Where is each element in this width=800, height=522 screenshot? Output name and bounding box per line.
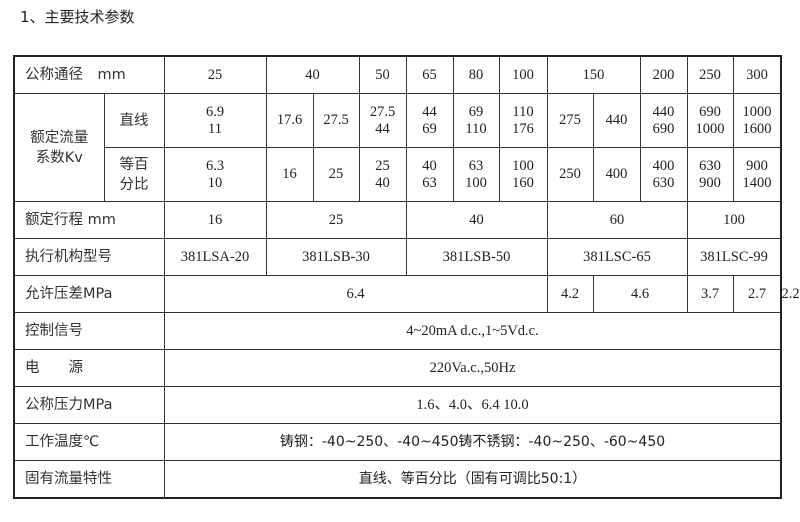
table-cell: 381LSC-65 [546, 238, 688, 276]
label-actuator: 执行机构型号 [13, 238, 165, 276]
table-cell: 381LSB-50 [405, 238, 548, 276]
row-temperature: 工作温度℃ 铸钢：-40~250、-40~450铸不锈钢：-40~250、-60… [13, 423, 782, 461]
label-equal-percent: 等百 分比 [103, 147, 165, 202]
label-power: 电 源 [13, 349, 165, 387]
label-nominal-pressure: 公称压力MPa [13, 386, 165, 424]
table-cell: 2.7 [732, 275, 782, 313]
row-stroke: 额定行程 mm 16 25 40 60 100 [13, 201, 782, 239]
value-control-signal: 4~20mA d.c.,1~5Vd.c. [163, 312, 782, 350]
table-cell: 400 [592, 147, 641, 202]
label-pressure-diff: 允许压差MPa [13, 275, 165, 313]
spec-table: 公称通径 mm 25 40 50 65 80 100 150 200 250 300 额定流量 系数… [13, 55, 800, 499]
row-power: 电 源 220Va.c.,50Hz [13, 349, 782, 387]
table-cell: 381LSA-20 [163, 238, 267, 276]
table-cell: 630 900 [686, 147, 734, 202]
table-cell: 150 [546, 55, 641, 94]
row-kv-linear: 额定流量 系数Kv 直线 6.9 11 17.6 27.5 27.5 44 44 69 69 110… [13, 93, 782, 202]
table-cell: 400 630 [639, 147, 688, 202]
table-cell: 40 63 [405, 147, 454, 202]
section-title: 1、主要技术参数 [20, 8, 135, 26]
table-cell: 100 160 [498, 147, 548, 202]
label-stroke: 额定行程 mm [13, 201, 165, 239]
row-actuator: 执行机构型号 381LSA-20 381LSB-30 381LSB-50 381LSC… [13, 238, 782, 276]
table-cell: 6.3 10 [163, 147, 267, 202]
table-cell: 44 69 [405, 93, 454, 148]
table-cell: 6.4 [163, 275, 548, 313]
table-cell: 25 [312, 147, 360, 202]
table-cell: 300 [732, 55, 782, 94]
label-kv: 额定流量 系数Kv [13, 93, 105, 202]
label-flow-characteristic: 固有流量特性 [13, 460, 165, 499]
table-cell: 1000 1600 [732, 93, 782, 148]
row-kv-equal-percent: 等百 分比 6.3 10 16 25 25 40 40 63 63 100 100 160 250 400 4… [14, 147, 782, 202]
table-cell: 440 [592, 93, 641, 148]
value-flow-characteristic: 直线、等百分比（固有可调比50:1） [163, 460, 782, 499]
row-pressure-diff: 允许压差MPa 6.4 4.2 4.6 3.7 2.7 2.2 [13, 275, 800, 313]
table-cell: 110 176 [498, 93, 548, 148]
table-cell: 900 1400 [732, 147, 782, 202]
table-cell: 4.2 [546, 275, 594, 313]
label-linear: 直线 [103, 93, 165, 148]
table-cell: 440 690 [639, 93, 688, 148]
table-cell: 250 [686, 55, 734, 94]
table-cell: 27.5 [312, 93, 360, 148]
table-cell: 63 100 [452, 147, 500, 202]
label-control-signal: 控制信号 [13, 312, 165, 350]
table-cell: 25 [163, 55, 267, 94]
table-cell: 16 [163, 201, 267, 239]
row-nominal-pressure: 公称压力MPa 1.6、4.0、6.4 10.0 [13, 386, 782, 424]
table-cell: 6.9 11 [163, 93, 267, 148]
table-cell: 4.6 [592, 275, 688, 313]
table-cell: 3.7 [686, 275, 734, 313]
value-power: 220Va.c.,50Hz [163, 349, 782, 387]
table-cell: 27.5 44 [358, 93, 407, 148]
value-temperature: 铸钢：-40~250、-40~450铸不锈钢：-40~250、-60~450 [163, 423, 782, 461]
table-cell: 40 [265, 55, 360, 94]
table-cell: 40 [405, 201, 548, 239]
table-cell: 69 110 [452, 93, 500, 148]
table-cell: 381LSC-99 [686, 238, 782, 276]
label-nominal-diameter: 公称通径 mm [13, 55, 165, 94]
table-cell: 50 [358, 55, 407, 94]
label-temperature: 工作温度℃ [13, 423, 165, 461]
table-cell: 250 [546, 147, 594, 202]
table-cell: 25 [265, 201, 407, 239]
table-cell: 200 [639, 55, 688, 94]
table-cell: 65 [405, 55, 454, 94]
table-cell: 80 [452, 55, 500, 94]
table-cell: 17.6 [265, 93, 314, 148]
row-nominal-diameter: 公称通径 mm 25 40 50 65 80 100 150 200 250 300 [13, 55, 782, 94]
row-flow-characteristic: 固有流量特性 直线、等百分比（固有可调比50:1） [13, 460, 782, 499]
table-cell: 100 [686, 201, 782, 239]
table-cell: 16 [265, 147, 314, 202]
row-control-signal: 控制信号 4~20mA d.c.,1~5Vd.c. [13, 312, 782, 350]
value-nominal-pressure: 1.6、4.0、6.4 10.0 [163, 386, 782, 424]
table-cell: 690 1000 [686, 93, 734, 148]
table-cell: 381LSB-30 [265, 238, 407, 276]
table-cell: 275 [546, 93, 594, 148]
table-cell: 25 40 [358, 147, 407, 202]
table-cell: 60 [546, 201, 688, 239]
table-cell: 100 [498, 55, 548, 94]
